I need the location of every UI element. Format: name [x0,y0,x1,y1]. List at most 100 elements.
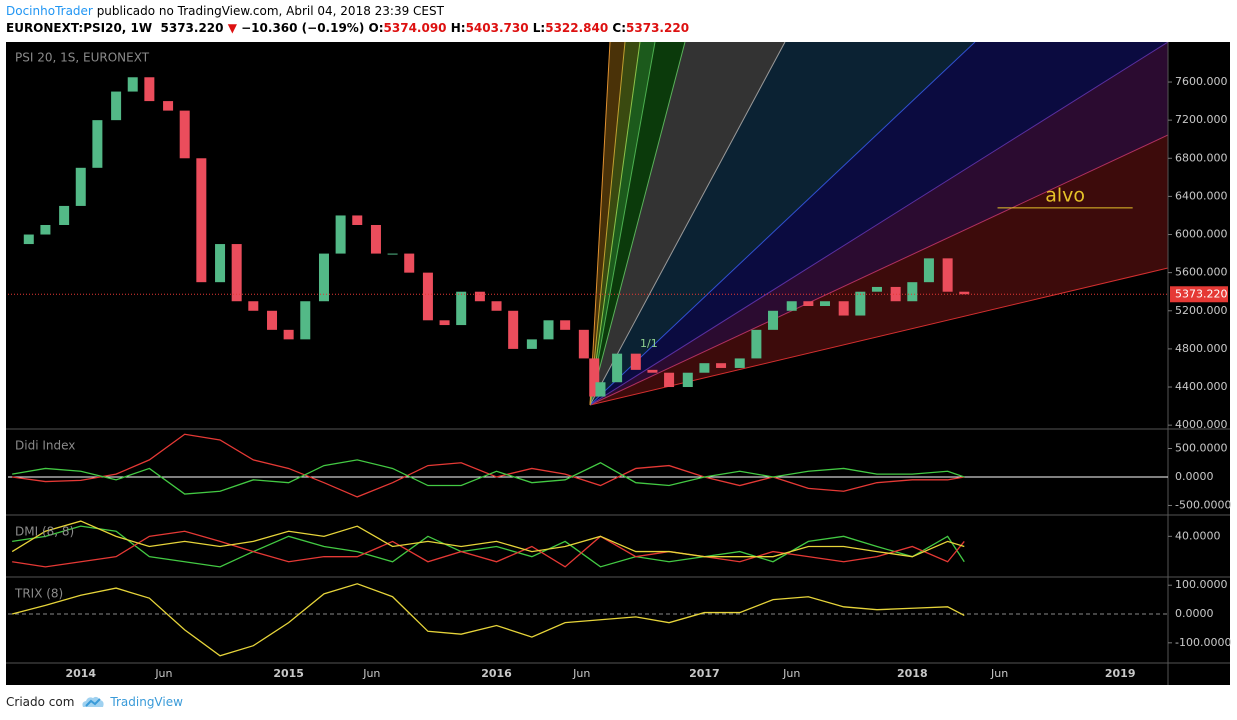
x-tick-label: 2018 [897,667,928,680]
candle [300,301,311,340]
candle [907,282,918,302]
candle [508,310,519,349]
y-tick-label: 7200.000 [1175,113,1228,126]
y-tick-label: 4000.000 [1175,418,1228,431]
candle [59,205,70,225]
v: 5322.840 [545,21,609,35]
y-tick-label: 7600.000 [1175,75,1228,88]
pane-title: PSI 20, 1S, EURONEXT [15,51,150,65]
candle [456,291,467,326]
y-tick-label: 100.0000 [1175,578,1228,591]
candle [179,110,190,159]
v: 5374.090 [383,21,447,35]
candle [751,329,762,359]
candle [578,329,589,359]
logo [82,696,104,707]
k: H: [450,21,466,35]
y-tick-label: 0.0000 [1175,607,1214,620]
last-price-box [1170,286,1228,303]
candle [716,363,727,368]
series-line [12,530,965,568]
candle [267,310,278,330]
series-line [11,583,965,657]
y-tick-label: -500.0000 [1175,498,1231,511]
candle [404,253,415,273]
candle [647,369,658,373]
candle [682,372,693,388]
pane [8,433,1168,498]
series-line [12,525,965,568]
candle [734,358,745,368]
candle [387,253,398,255]
candle [786,301,797,311]
candle [890,286,901,302]
pane [11,520,965,568]
candle [589,358,600,397]
candle [144,77,155,102]
header: DocinhoTrader publicado no TradingView.c… [6,3,689,37]
x-tick-label: 2014 [65,667,96,680]
annotation: alvo [1045,184,1085,206]
v: 5403.730 [465,21,529,35]
symbol: EURONEXT:PSI20, 1W [6,21,153,35]
candle [595,382,606,397]
candle [491,301,502,311]
x-tick-label: 2016 [481,667,512,680]
pane-title: Didi Index [15,439,75,453]
candle [75,167,86,206]
y-tick-label: 500.0000 [1175,442,1228,455]
footer: Criado com TradingView [6,694,183,710]
candle [318,253,329,302]
last: 5373.220 [160,21,224,35]
y-tick-label: 6800.000 [1175,151,1228,164]
y-tick-label: 5200.000 [1175,304,1228,317]
candle [283,329,294,340]
candle [630,353,641,370]
candle [23,234,34,245]
x-tick-label: 2019 [1105,667,1136,680]
candle [560,320,571,330]
v: 5373.220 [626,21,690,35]
candle [819,301,830,307]
candle [526,339,537,349]
candle [768,310,779,330]
candle [352,215,363,225]
chart: 1/1 4000.000 4400.000 4800.000 5200.000 5600… [6,42,1231,685]
published: publicado no TradingView.com, Abril 04, … [96,4,444,18]
y-tick-label: 5600.000 [1175,266,1228,279]
k: O: [368,21,384,35]
made-with: Criado com [6,695,75,709]
y-tick-label: 6400.000 [1175,189,1228,202]
k: L: [532,21,546,35]
ohlc: O:5374.090 H:5403.730 L:5322.840 C:5373.… [369,21,690,35]
last-price-label: 5373.220 [1175,287,1228,300]
pane-title: TRIX (8) [14,587,63,601]
x-tick-label: Jun [990,667,1008,680]
author[interactable]: DocinhoTrader [6,4,93,18]
series-line [12,459,965,495]
candle [855,291,866,316]
candle [127,77,138,92]
candle [215,244,226,283]
x-tick-label: 2015 [273,667,304,680]
candle [40,224,51,235]
brand[interactable]: TradingView [110,695,183,709]
candle [231,244,242,302]
pane-title: DMI (8, 8) [15,525,74,539]
pane [8,583,1168,657]
y-tick-label: 6000.000 [1175,228,1228,241]
x-tick-label: Jun [362,667,380,680]
k: C: [612,21,627,35]
series-line [12,433,965,498]
candle [803,301,814,307]
candle [959,291,970,295]
candle [612,353,623,383]
candle [422,272,433,321]
y-tick-label: -100.0000 [1175,636,1231,649]
candle [439,320,450,326]
change: −10.360 (−0.19%) [241,21,365,35]
series-line [11,520,965,558]
x-tick-label: Jun [782,667,800,680]
candle [248,301,259,311]
